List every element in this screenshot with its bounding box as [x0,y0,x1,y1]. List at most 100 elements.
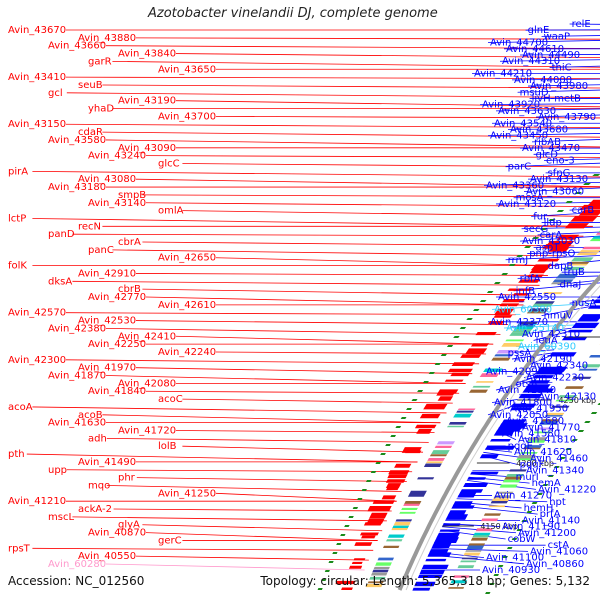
cog-mark [595,232,600,235]
cog-mark [475,381,494,383]
gene-label: Avin_43700 [158,111,216,122]
cog-mark [511,329,533,333]
gene-label: eno-3 [546,156,575,167]
gene-label: Avin_42090 [486,366,544,377]
gene-leader-line [102,131,600,138]
gc-mark [324,570,330,572]
cog-mark [551,405,570,408]
forward-gene-mark [570,216,598,222]
cog-mark [483,368,503,372]
gene-label: Avin_41060 [530,546,588,557]
forward-gene-mark [369,512,388,519]
gene-label: Avin_41950 [510,404,568,415]
gc-mark [486,291,494,293]
forward-gene-mark [494,308,514,315]
cog-mark [429,454,448,457]
gene-leader-line [65,76,600,80]
cog-mark [555,275,577,279]
gene-label: murI [516,472,539,483]
cog-mark [516,324,537,327]
reverse-gene-mark [448,510,467,515]
gene-leader-line [499,59,600,62]
gene-label: sfnG [548,168,571,179]
gene-leader-line [182,210,600,217]
gene-label: Avin_42250 [88,339,146,350]
gc-mark [571,439,578,441]
cog-mark [426,461,444,464]
gene-leader-line [519,54,600,56]
gc-mark [508,264,516,266]
gene-label: Avin_41840 [88,386,146,397]
gene-label: Avin_43470 [522,143,580,154]
gene-label: Avin_40930 [482,565,540,576]
gene-leader-line [135,367,473,375]
gc-mark [516,255,524,257]
forward-gene-mark [385,479,406,483]
gc-mark [556,210,565,212]
gene-leader-line [105,375,466,384]
forward-gene-mark [416,429,433,434]
cog-mark [552,279,574,283]
gene-leader-line [105,328,501,335]
map-title: Azotobacter vinelandii DJ, complete geno… [148,6,438,21]
forward-gene-mark [542,244,572,249]
gc-mark [395,426,402,428]
reverse-gene-mark [459,489,484,493]
cog-mark [589,238,600,242]
gene-label: Avin_42050 [490,410,548,421]
gene-label: lldp [544,218,562,229]
gene-label: Avin_41490 [78,457,136,468]
cog-mark [523,447,541,450]
gene-label: Avin_42340 [530,360,588,371]
gene-label: Avin_43880 [78,33,136,44]
gene-label: Avin_42530 [78,316,136,327]
gene-label: Avin_40860 [526,559,584,570]
gene-label: pnp-rpsO [529,249,575,260]
gene-label: fur [533,211,548,222]
cog-mark [393,522,411,526]
cog-mark [568,261,590,264]
cog-mark [588,355,600,358]
gene-leader-line [106,485,402,492]
cog-mark [453,575,470,578]
reverse-gene-mark [467,477,486,480]
gene-label: Avin_44610 [506,44,564,55]
gc-mark [548,219,556,221]
cog-mark [541,419,560,422]
cog-mark [516,458,534,461]
cog-mark [528,308,549,312]
cog-mark [372,569,389,573]
cog-mark [557,273,579,277]
gc-mark [542,484,549,486]
gc-mark [507,547,513,549]
cog-mark [483,513,502,516]
reverse-gene-mark [457,492,477,498]
gene-label: hpt [549,497,566,508]
reverse-gene-mark [568,329,594,333]
gc-mark [540,228,548,230]
gc-mark [537,493,543,495]
gene-label: Avin_42370 [490,317,548,328]
gene-label: Avin_41770 [522,422,580,433]
right-gene-labels: relE glnEwaaPAvin_44700Avin_44610Avin_444… [474,19,596,576]
cog-mark [493,495,512,498]
gene-label: Avin_42300 [8,355,66,366]
gene-label: Avin_42130 [538,391,596,402]
gene-leader-line [491,399,518,403]
gene-leader-line [135,178,600,188]
forward-gene-mark [470,343,490,347]
forward-gene-mark [447,368,473,373]
forward-gene-mark [518,279,541,283]
gene-label: panD [48,229,75,240]
reverse-gene-mark [587,305,600,309]
gene-label: Avin_41810 [518,435,576,446]
gene-leader-line [102,414,441,424]
gene-label: Avin_41340 [526,466,584,477]
gc-mark [321,579,327,581]
cog-mark [457,408,476,410]
cog-mark [535,427,555,430]
cog-mark [403,503,420,506]
cog-mark [505,339,525,342]
gene-label: Avin_41460 [530,453,588,464]
cog-mark [501,343,522,347]
